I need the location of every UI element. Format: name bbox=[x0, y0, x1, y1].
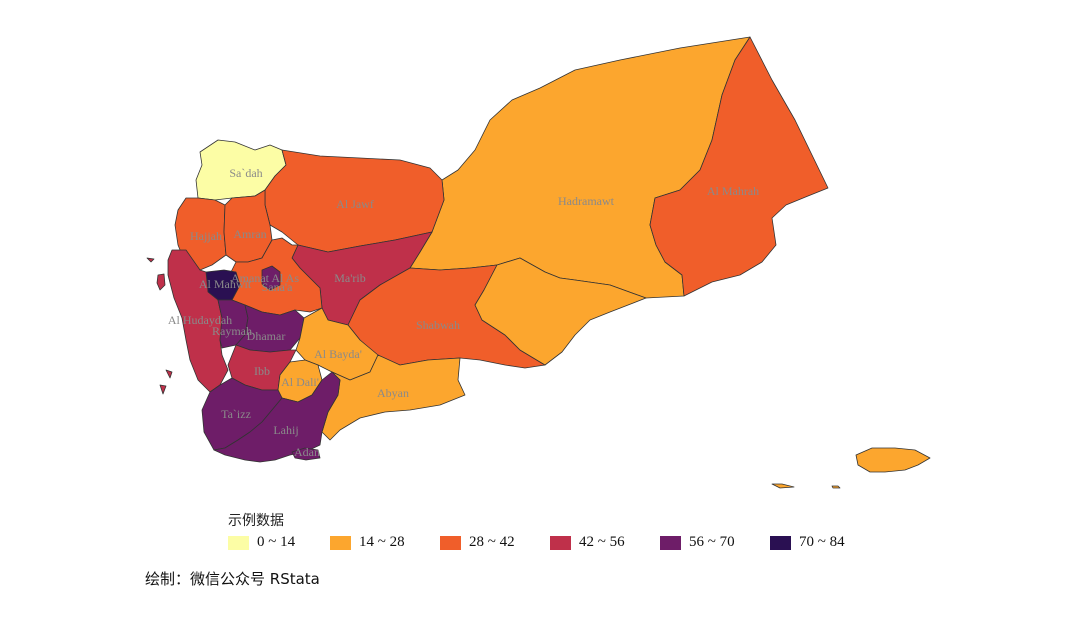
region-hudaydah-islet-3 bbox=[159, 384, 167, 395]
legend-swatch bbox=[228, 535, 249, 550]
region-amran bbox=[223, 189, 273, 263]
legend-item: 42 ~ 56 bbox=[550, 534, 625, 551]
label-ibb: Ibb bbox=[254, 364, 270, 378]
legend-swatch bbox=[660, 535, 681, 550]
label-al-mahwit: Al Mahwit bbox=[199, 277, 252, 291]
legend-swatch bbox=[550, 535, 571, 550]
label-al-mahrah: Al Mahrah bbox=[707, 184, 759, 198]
label-raymah: Raymah bbox=[212, 324, 252, 338]
legend-label: 70 ~ 84 bbox=[799, 534, 845, 550]
label-abyan: Abyan bbox=[377, 386, 409, 400]
legend-label: 28 ~ 42 bbox=[469, 534, 515, 550]
label-adan: Adan bbox=[294, 445, 320, 459]
legend-item: 56 ~ 70 bbox=[660, 534, 735, 551]
label-al-bayda: Al Bayda' bbox=[314, 347, 362, 361]
legend-item: 14 ~ 28 bbox=[330, 534, 405, 551]
caption: 绘制：微信公众号 RStata bbox=[145, 570, 320, 588]
region-kamaran bbox=[156, 273, 166, 291]
legend-item: 70 ~ 84 bbox=[770, 534, 845, 551]
legend-title: 示例数据 bbox=[228, 513, 284, 529]
region-hadramawt-coast bbox=[474, 257, 647, 366]
label-sadah: Sa`dah bbox=[229, 166, 262, 180]
region-socotra bbox=[855, 447, 931, 473]
region-al-mahrah bbox=[649, 36, 829, 297]
legend-swatch bbox=[330, 535, 351, 550]
legend-item: 28 ~ 42 bbox=[440, 534, 515, 551]
label-al-jawf: Al Jawf bbox=[336, 197, 374, 211]
label-hajjah: Hajjah bbox=[190, 229, 222, 243]
legend-swatch bbox=[770, 535, 791, 550]
label-amran: Amran bbox=[233, 227, 266, 241]
region-abd-al-kuri bbox=[771, 483, 795, 489]
label-sanaa: Sana'a bbox=[262, 280, 293, 294]
label-taizz: Ta`izz bbox=[221, 407, 251, 421]
label-shabwah: Shabwah bbox=[416, 318, 460, 332]
label-al-hudaydah: Al Hudaydah bbox=[168, 313, 232, 327]
legend-label: 14 ~ 28 bbox=[359, 534, 405, 550]
region-hudaydah-islet bbox=[146, 257, 155, 263]
label-lahij: Lahij bbox=[273, 423, 298, 437]
label-al-dali: Al Dali' bbox=[281, 375, 319, 389]
legend-swatch bbox=[440, 535, 461, 550]
region-al-hudaydah bbox=[167, 249, 229, 393]
label-amanat-al-asimah: Amanat Al As bbox=[231, 271, 299, 285]
region-amanat-al-asimah bbox=[261, 265, 281, 291]
legend-label: 0 ~ 14 bbox=[257, 534, 296, 550]
label-marib: Ma'rib bbox=[334, 271, 366, 285]
label-hadramawt: Hadramawt bbox=[558, 194, 615, 208]
region-adan bbox=[291, 447, 321, 461]
legend-label: 42 ~ 56 bbox=[579, 534, 625, 550]
legend-label: 56 ~ 70 bbox=[689, 534, 735, 550]
region-lahij bbox=[213, 371, 341, 463]
region-hudaydah-islet-2 bbox=[165, 369, 173, 379]
label-dhamar: Dhamar bbox=[247, 329, 286, 343]
legend-item: 0 ~ 14 bbox=[228, 534, 295, 551]
region-samhah bbox=[831, 485, 841, 489]
